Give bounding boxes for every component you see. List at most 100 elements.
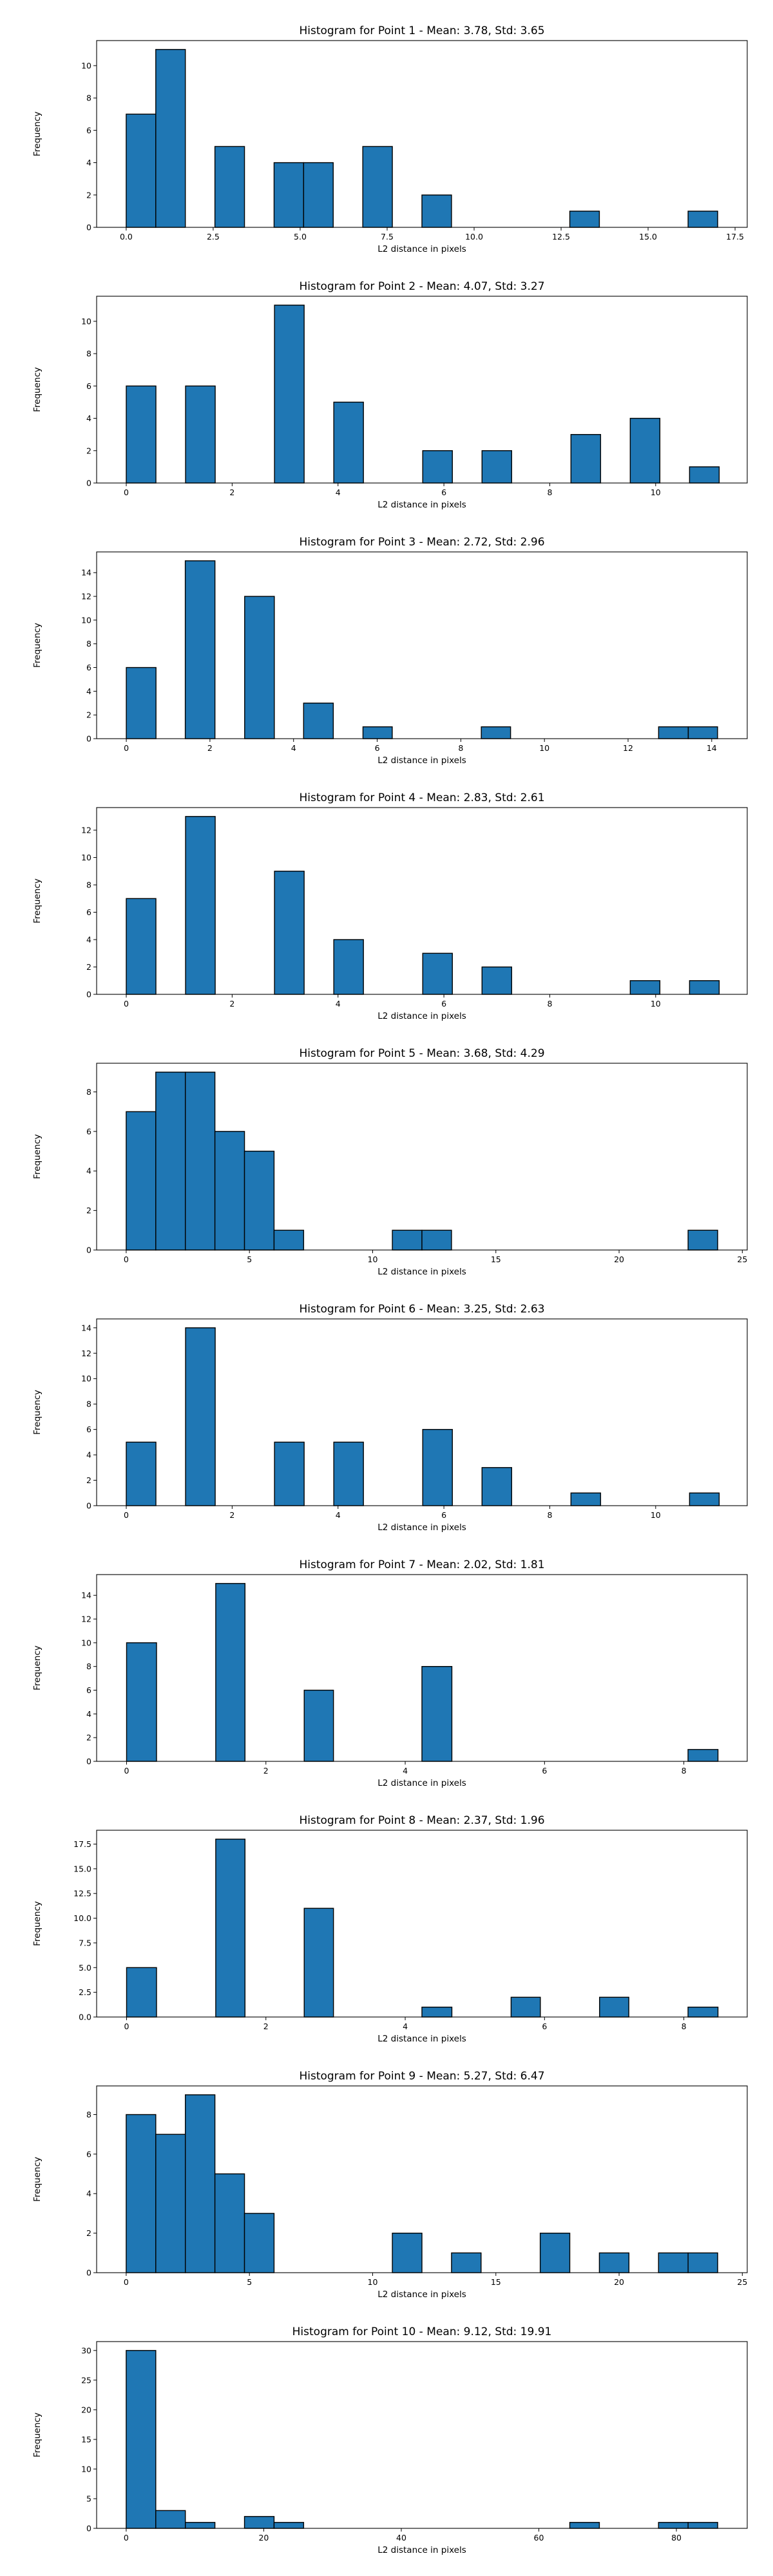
histogram-bar-1 xyxy=(126,1642,157,1762)
chart-panel-2: Histogram for Point 2 - Mean: 4.07, Std:… xyxy=(32,280,748,510)
histogram-bar-4 xyxy=(214,2173,245,2273)
y-tick-label: 0 xyxy=(86,734,91,744)
x-tick-label: 8 xyxy=(682,2022,687,2031)
axes-frame xyxy=(96,1318,748,1506)
y-tick-label: 0 xyxy=(86,1245,91,1255)
histogram-bar-7 xyxy=(687,2006,719,2018)
y-tick-label: 12 xyxy=(81,592,91,601)
y-tick-label: 10 xyxy=(81,61,91,70)
axes-frame xyxy=(96,551,748,739)
x-tick-label: 12.5 xyxy=(552,232,570,242)
y-axis-label: Frequency xyxy=(32,2412,43,2458)
x-tick-label: 7.5 xyxy=(381,232,394,242)
x-tick-label: 0 xyxy=(124,2022,129,2031)
histogram-bar-6 xyxy=(273,1229,305,1251)
y-tick-label: 4 xyxy=(86,2189,91,2199)
histogram-bar-9 xyxy=(687,211,718,228)
chart-title: Histogram for Point 3 - Mean: 2.72, Std:… xyxy=(299,536,544,549)
histogram-bar-3 xyxy=(274,305,305,484)
y-tick-label: 25 xyxy=(81,2375,91,2385)
histogram-bar-11 xyxy=(687,2252,718,2273)
histogram-bar-8 xyxy=(629,417,661,484)
histogram-bar-7 xyxy=(570,1492,602,1506)
y-tick-label: 5.0 xyxy=(79,1963,91,1973)
x-tick-label: 14 xyxy=(707,743,717,753)
chart-panel-7: Histogram for Point 7 - Mean: 2.02, Std:… xyxy=(32,1558,748,1788)
x-tick-label: 6 xyxy=(542,2022,547,2031)
histogram-bar-3 xyxy=(274,871,305,995)
x-tick-label: 15 xyxy=(491,2277,501,2287)
x-tick-label: 15.0 xyxy=(639,232,657,242)
histogram-bar-5 xyxy=(422,450,453,484)
x-axis-label: L2 distance in pixels xyxy=(377,2545,466,2555)
histogram-bar-1 xyxy=(126,898,157,995)
x-tick-label: 6 xyxy=(441,488,446,497)
y-tick-label: 8 xyxy=(86,349,91,359)
histogram-bar-1 xyxy=(126,385,157,484)
y-tick-label: 30 xyxy=(81,2345,91,2355)
histogram-bar-6 xyxy=(362,146,393,228)
x-tick-label: 80 xyxy=(671,2533,682,2543)
histogram-bar-1 xyxy=(126,2114,157,2273)
y-tick-label: 10 xyxy=(81,316,91,326)
histogram-bar-6 xyxy=(481,726,511,739)
y-tick-label: 8 xyxy=(86,1662,91,1671)
histogram-bar-7 xyxy=(658,2522,689,2529)
histogram-bar-2 xyxy=(155,2510,186,2529)
histogram-bar-7 xyxy=(658,726,689,739)
histogram-bar-4 xyxy=(421,1665,453,1762)
y-tick-label: 10 xyxy=(81,1374,91,1383)
y-tick-label: 10 xyxy=(81,853,91,862)
histogram-bar-2 xyxy=(215,1583,246,1762)
x-tick-label: 20 xyxy=(614,2277,624,2287)
y-tick-label: 0 xyxy=(86,2524,91,2533)
histogram-bar-4 xyxy=(214,1131,245,1251)
x-tick-label: 10 xyxy=(368,1255,378,1264)
x-tick-label: 5 xyxy=(247,1255,252,1264)
chart-panel-1: Histogram for Point 1 - Mean: 3.78, Std:… xyxy=(32,24,748,254)
x-axis-label: L2 distance in pixels xyxy=(377,500,466,510)
y-tick-label: 10 xyxy=(81,615,91,625)
y-tick-label: 2 xyxy=(86,2228,91,2238)
x-tick-label: 6 xyxy=(375,743,380,753)
y-tick-label: 6 xyxy=(86,1126,91,1136)
histogram-bar-3 xyxy=(303,1689,334,1762)
x-tick-label: 60 xyxy=(534,2533,544,2543)
x-tick-label: 0 xyxy=(124,1255,129,1264)
x-tick-label: 10 xyxy=(651,1510,661,1520)
x-tick-label: 4 xyxy=(291,743,296,753)
axes-frame xyxy=(96,1574,748,1762)
y-tick-label: 2 xyxy=(86,710,91,720)
x-tick-label: 2 xyxy=(229,488,234,497)
x-axis-label: L2 distance in pixels xyxy=(377,1011,466,1021)
axes-frame xyxy=(96,40,748,228)
histogram-bar-2 xyxy=(155,2134,186,2273)
x-tick-label: 20 xyxy=(614,1255,624,1264)
histogram-bar-5 xyxy=(303,162,334,228)
x-axis-label: L2 distance in pixels xyxy=(377,1778,466,1788)
histogram-bar-7 xyxy=(421,194,452,228)
histogram-bar-5 xyxy=(273,2522,305,2529)
chart-title: Histogram for Point 1 - Mean: 3.78, Std:… xyxy=(299,24,544,37)
histogram-bar-4 xyxy=(333,939,364,995)
histogram-bar-5 xyxy=(422,952,453,995)
y-tick-label: 20 xyxy=(81,2405,91,2414)
chart-panel-9: Histogram for Point 9 - Mean: 5.27, Std:… xyxy=(32,2070,748,2300)
y-tick-label: 2 xyxy=(86,962,91,972)
y-tick-label: 10 xyxy=(81,2464,91,2474)
histogram-bar-3 xyxy=(244,596,275,739)
y-tick-label: 10 xyxy=(81,1638,91,1647)
histogram-bar-4 xyxy=(333,1441,364,1506)
histogram-bar-4 xyxy=(303,703,334,739)
y-tick-label: 0 xyxy=(86,478,91,488)
y-tick-label: 14 xyxy=(81,1591,91,1600)
y-tick-label: 0 xyxy=(86,1501,91,1511)
histogram-bar-6 xyxy=(569,2522,600,2529)
histogram-bar-3 xyxy=(185,1072,216,1251)
y-tick-label: 2 xyxy=(86,1733,91,1743)
y-tick-label: 4 xyxy=(86,1166,91,1176)
histogram-bar-8 xyxy=(689,1492,720,1506)
histogram-bar-2 xyxy=(184,560,216,739)
histogram-bar-8 xyxy=(687,2522,718,2529)
